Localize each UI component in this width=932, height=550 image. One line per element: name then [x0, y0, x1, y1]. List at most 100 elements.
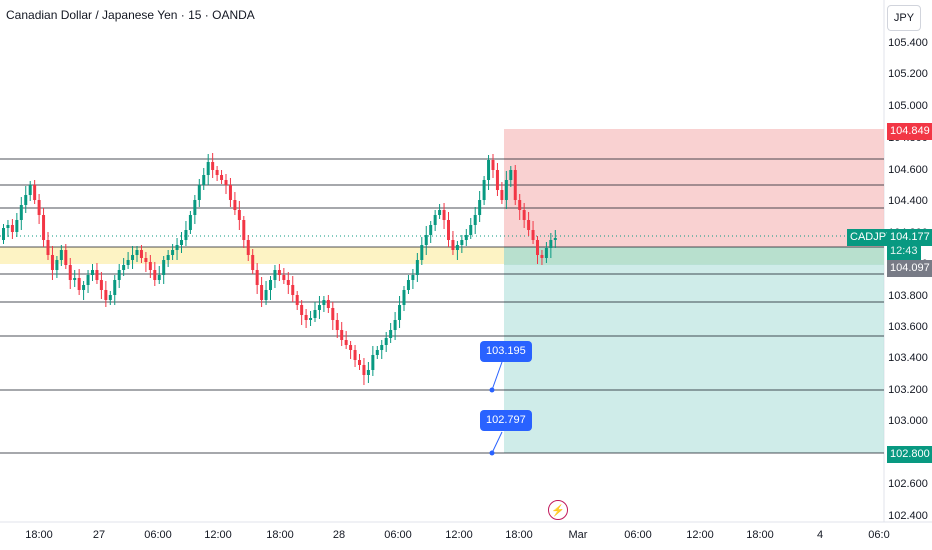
candle-body — [309, 318, 313, 320]
candle-body — [135, 250, 139, 255]
price-axis-label: 105.200 — [888, 68, 928, 80]
candle-body — [553, 238, 557, 240]
candle-body — [2, 228, 5, 240]
candle-body — [237, 210, 241, 220]
candle-body — [104, 290, 108, 300]
candle-body — [447, 220, 450, 240]
candle-body — [509, 170, 513, 180]
currency-button[interactable]: JPY — [887, 5, 921, 31]
candle-body — [211, 162, 215, 170]
price-axis-label: 105.400 — [888, 37, 928, 49]
candle-body — [362, 365, 366, 375]
price-axis-label: 104.400 — [888, 195, 928, 207]
candle-body — [424, 235, 428, 245]
candle-body — [344, 340, 348, 345]
candle-body — [19, 205, 23, 220]
candle-body — [304, 315, 308, 320]
candle-body — [113, 280, 117, 295]
candle-body — [108, 295, 112, 300]
countdown-tag: 12:43 — [887, 243, 921, 260]
candle-body — [482, 180, 486, 200]
candle-body — [518, 200, 522, 210]
candle-body — [300, 305, 304, 315]
candle-body — [442, 210, 446, 220]
callout-anchor — [489, 450, 495, 456]
candle-body — [117, 270, 121, 280]
candle-body — [402, 290, 406, 305]
time-axis-label: 18:00 — [746, 529, 774, 541]
candle-body — [171, 250, 175, 255]
time-axis-label: 4 — [816, 529, 824, 541]
candle-body — [544, 248, 548, 258]
candle-body — [460, 240, 464, 245]
candle-body — [68, 265, 72, 280]
candle-body — [464, 235, 468, 240]
candle-body — [228, 185, 232, 200]
candle-body — [91, 270, 94, 275]
candle-body — [415, 260, 419, 275]
candle-body — [291, 285, 295, 295]
callout-anchor — [489, 387, 495, 393]
candle-body — [144, 258, 148, 262]
bolt-icon[interactable]: ⚡ — [548, 500, 568, 520]
candle-body — [384, 338, 388, 345]
candle-body — [455, 245, 459, 250]
time-axis-label: 12:00 — [686, 529, 714, 541]
candle-body — [277, 270, 281, 275]
candle-body — [46, 240, 50, 255]
time-axis-label: 18:00 — [266, 529, 294, 541]
price-axis-label: 103.600 — [888, 321, 928, 333]
candle-body — [206, 162, 210, 175]
stop-loss-price-tag: 104.849 — [887, 123, 932, 140]
candle-body — [251, 255, 255, 270]
candle-body — [55, 260, 59, 270]
candle-body — [438, 210, 442, 215]
price-callout[interactable]: 103.195 — [480, 341, 532, 362]
candle-body — [260, 285, 264, 300]
candle-body — [157, 275, 161, 280]
candle-body — [193, 200, 197, 215]
candle-body — [491, 160, 495, 170]
time-axis-label: 18:00 — [505, 529, 533, 541]
price-callout[interactable]: 102.797 — [480, 410, 532, 431]
candle-body — [433, 215, 437, 225]
candle-body — [282, 275, 286, 280]
candle-body — [451, 240, 455, 250]
candle-body — [273, 270, 277, 280]
candle-body — [500, 190, 504, 200]
symbol-tag: CADJPY — [847, 229, 897, 246]
candle-body — [371, 355, 375, 370]
candle-body — [358, 360, 361, 365]
candle-body — [180, 240, 183, 245]
price-axis-label: 103.400 — [888, 352, 928, 364]
candle-body — [139, 250, 143, 258]
candle-body — [197, 185, 201, 200]
candle-body — [131, 255, 135, 260]
entry-band — [504, 247, 884, 265]
candle-body — [375, 350, 379, 355]
candle-body — [549, 240, 553, 248]
candle-body — [184, 230, 188, 240]
candle-body — [95, 270, 99, 280]
candle-body — [531, 230, 535, 240]
candle-body — [478, 200, 482, 215]
candle-body — [77, 278, 81, 290]
symbol-title: Canadian Dollar / Japanese Yen · 15 · OA… — [6, 8, 255, 22]
candle-body — [335, 320, 339, 330]
candle-body — [255, 270, 259, 285]
candle-body — [73, 278, 77, 280]
time-axis-label: 12:00 — [204, 529, 232, 541]
candle-body — [246, 240, 250, 255]
candle-body — [331, 308, 335, 320]
candle-body — [86, 275, 90, 285]
entry-price-tag: 104.097 — [887, 260, 932, 277]
time-axis-label: Mar — [568, 529, 588, 541]
candle-body — [148, 262, 152, 270]
candle-body — [406, 280, 410, 290]
candle-body — [295, 295, 299, 305]
candle-body — [175, 245, 179, 250]
candle-body — [504, 180, 508, 200]
candle-body — [10, 225, 14, 232]
candle-body — [162, 260, 166, 275]
